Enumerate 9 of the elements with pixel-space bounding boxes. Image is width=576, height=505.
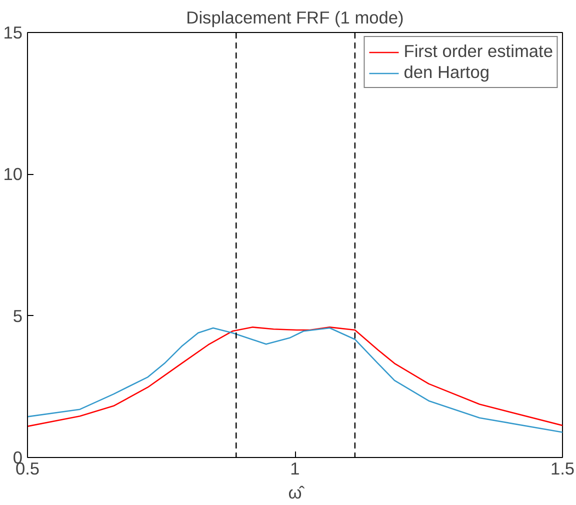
y-tick-label: 10: [3, 164, 23, 184]
legend-label: den Hartog: [404, 62, 490, 83]
x-axis-title: ω̂: [288, 482, 305, 502]
y-tick-label: 5: [12, 306, 23, 326]
legend-label: First order estimate: [404, 41, 553, 62]
x-tick-label: 1: [290, 458, 300, 478]
x-tick-label: 1.5: [550, 458, 575, 478]
chart-title: Displacement FRF (1 mode): [186, 8, 404, 28]
y-tick-label: 15: [3, 22, 23, 42]
